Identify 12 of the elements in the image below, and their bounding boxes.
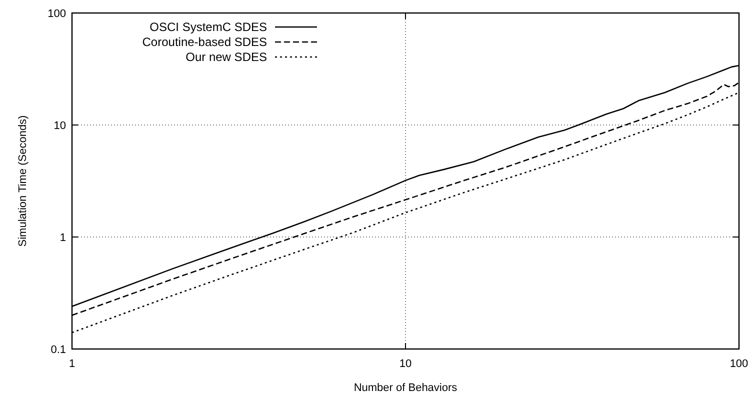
legend-label: Coroutine-based SDES (142, 35, 267, 49)
x-tick-label: 1 (68, 358, 76, 370)
y-tick-label: 100 (48, 8, 66, 20)
x-tick-label: 100 (730, 358, 748, 370)
x-axis-title: Number of Behaviors (354, 382, 458, 394)
legend-label: Our new SDES (186, 50, 267, 64)
y-tick-label: 0.1 (50, 344, 66, 356)
x-tick-label: 10 (399, 358, 412, 370)
y-tick-label: 1 (60, 232, 66, 244)
y-tick-label: 10 (54, 120, 66, 132)
y-axis-title: Simulation Time (Seconds) (17, 115, 29, 247)
legend-label: OSCI SystemC SDES (150, 20, 267, 34)
